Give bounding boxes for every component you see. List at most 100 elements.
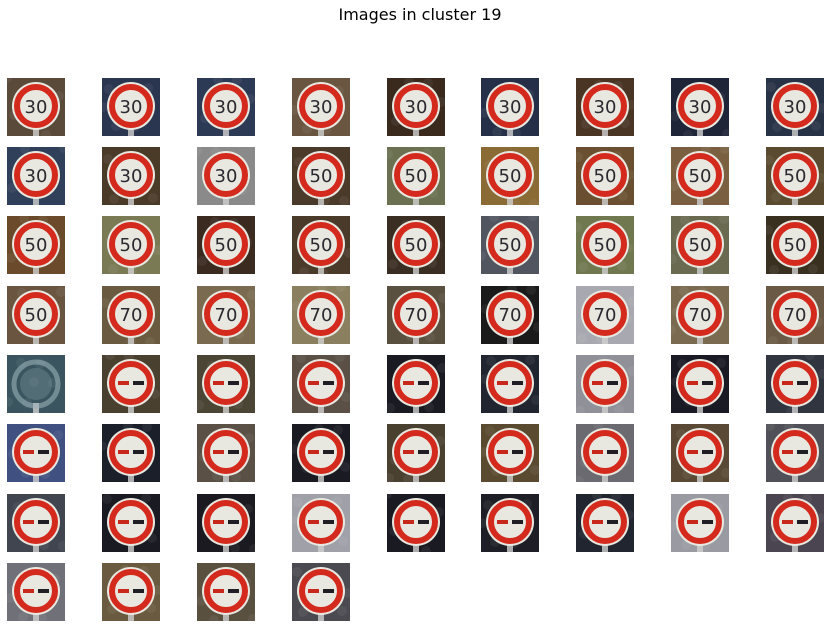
cluster-thumbnail: 30: [671, 78, 729, 136]
cluster-thumbnail: [197, 563, 255, 621]
svg-text:30: 30: [215, 166, 238, 187]
cluster-thumbnail: 30: [197, 147, 255, 205]
cluster-thumbnail: [197, 424, 255, 482]
svg-text:50: 50: [689, 235, 712, 256]
cluster-thumbnail: 70: [671, 286, 729, 344]
cluster-thumbnail: [102, 563, 160, 621]
svg-text:70: 70: [215, 305, 238, 326]
cluster-thumbnail: 30: [102, 147, 160, 205]
cluster-thumbnail: [292, 494, 350, 552]
figure-title: Images in cluster 19: [338, 5, 502, 24]
cluster-thumbnail: [387, 494, 445, 552]
svg-text:30: 30: [594, 97, 617, 118]
svg-text:30: 30: [25, 166, 48, 187]
svg-text:70: 70: [499, 305, 522, 326]
svg-text:30: 30: [120, 166, 143, 187]
svg-text:50: 50: [784, 166, 807, 187]
cluster-thumbnail: 50: [292, 147, 350, 205]
cluster-thumbnail: 70: [197, 286, 255, 344]
cluster-thumbnail: [197, 355, 255, 413]
svg-text:30: 30: [310, 97, 333, 118]
cluster-thumbnail: [102, 355, 160, 413]
cluster-thumbnail: [7, 424, 65, 482]
svg-text:50: 50: [310, 166, 333, 187]
cluster-thumbnail: 50: [766, 147, 824, 205]
svg-text:30: 30: [215, 97, 238, 118]
svg-text:30: 30: [120, 97, 143, 118]
cluster-thumbnail: [576, 355, 634, 413]
cluster-thumbnail: 50: [197, 216, 255, 274]
cluster-thumbnail: [671, 494, 729, 552]
cluster-thumbnail: [671, 355, 729, 413]
cluster-thumbnail: 50: [576, 216, 634, 274]
cluster-thumbnail: [387, 424, 445, 482]
cluster-thumbnail: 70: [102, 286, 160, 344]
cluster-thumbnail: [7, 563, 65, 621]
cluster-thumbnail: [102, 494, 160, 552]
cluster-thumbnail: [481, 494, 539, 552]
svg-text:50: 50: [594, 166, 617, 187]
cluster-thumbnail: 70: [766, 286, 824, 344]
svg-text:70: 70: [784, 305, 807, 326]
cluster-thumbnail: 30: [481, 78, 539, 136]
cluster-thumbnail: [766, 494, 824, 552]
svg-text:50: 50: [25, 235, 48, 256]
cluster-thumbnail: [197, 494, 255, 552]
cluster-thumbnail: 50: [102, 216, 160, 274]
cluster-thumbnail: 30: [292, 78, 350, 136]
svg-text:50: 50: [25, 305, 48, 326]
cluster-thumbnail: 50: [387, 216, 445, 274]
cluster-thumbnail: 70: [387, 286, 445, 344]
cluster-thumbnail: [481, 424, 539, 482]
svg-text:70: 70: [405, 305, 428, 326]
cluster-thumbnail: 30: [102, 78, 160, 136]
svg-text:50: 50: [310, 235, 333, 256]
svg-text:50: 50: [499, 235, 522, 256]
cluster-thumbnail: 30: [576, 78, 634, 136]
svg-text:50: 50: [689, 166, 712, 187]
cluster-thumbnail: 70: [292, 286, 350, 344]
cluster-thumbnail: 50: [481, 147, 539, 205]
svg-text:70: 70: [310, 305, 333, 326]
svg-text:30: 30: [499, 97, 522, 118]
cluster-thumbnail: 50: [7, 286, 65, 344]
svg-text:70: 70: [594, 305, 617, 326]
svg-text:50: 50: [405, 235, 428, 256]
cluster-thumbnail: 70: [576, 286, 634, 344]
svg-text:50: 50: [784, 235, 807, 256]
cluster-thumbnail: 30: [197, 78, 255, 136]
cluster-thumbnail: 50: [481, 216, 539, 274]
cluster-thumbnail: [292, 563, 350, 621]
cluster-thumbnail: 30: [7, 147, 65, 205]
svg-text:50: 50: [405, 166, 428, 187]
cluster-thumbnail: 50: [671, 147, 729, 205]
svg-text:70: 70: [120, 305, 143, 326]
cluster-thumbnail: 50: [576, 147, 634, 205]
cluster-thumbnail: [7, 355, 65, 413]
cluster-thumbnail: [7, 494, 65, 552]
svg-text:30: 30: [689, 97, 712, 118]
svg-text:30: 30: [405, 97, 428, 118]
cluster-thumbnail: [766, 424, 824, 482]
cluster-thumbnail: 30: [387, 78, 445, 136]
cluster-thumbnail: 70: [481, 286, 539, 344]
svg-text:50: 50: [215, 235, 238, 256]
cluster-thumbnail: 30: [7, 78, 65, 136]
cluster-thumbnail: 50: [671, 216, 729, 274]
cluster-thumbnail: 30: [766, 78, 824, 136]
svg-text:50: 50: [499, 166, 522, 187]
svg-text:50: 50: [120, 235, 143, 256]
cluster-thumbnail: [387, 355, 445, 413]
cluster-thumbnail: [576, 424, 634, 482]
cluster-thumbnail: [292, 355, 350, 413]
cluster-thumbnail: [481, 355, 539, 413]
cluster-thumbnail: [671, 424, 729, 482]
cluster-thumbnail: 50: [766, 216, 824, 274]
svg-text:30: 30: [784, 97, 807, 118]
cluster-thumbnail: [766, 355, 824, 413]
cluster-thumbnail: 50: [387, 147, 445, 205]
cluster-thumbnail: 50: [7, 216, 65, 274]
svg-text:50: 50: [594, 235, 617, 256]
svg-text:30: 30: [25, 97, 48, 118]
